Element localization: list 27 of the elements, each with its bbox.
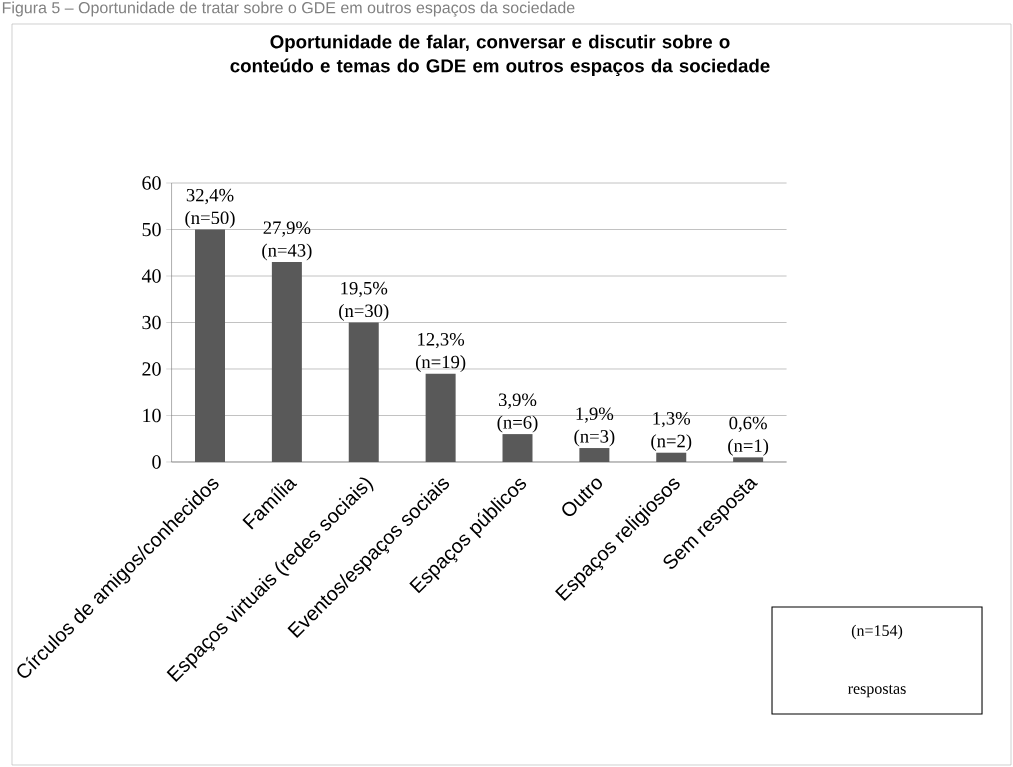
data-label: 12,3% (n=19)	[415, 332, 466, 373]
data-label: 32,4% (n=50)	[185, 188, 235, 228]
y-tick-label: 60	[142, 176, 161, 190]
y-tick-label: 40	[141, 269, 161, 283]
bar	[502, 434, 533, 462]
bar	[425, 373, 456, 462]
bar	[271, 262, 302, 462]
data-label: 1,3% (n=2)	[651, 412, 692, 452]
text: (n=154)	[851, 624, 903, 640]
y-tick-label: 10	[143, 408, 161, 423]
data-label: 0,6% (n=1)	[728, 416, 769, 456]
bar	[656, 452, 687, 462]
data-label: 27,9% (n=43)	[262, 221, 312, 261]
data-label: 19,5% (n=30)	[339, 281, 389, 321]
text: respostas	[848, 684, 906, 698]
data-label: 3,9% (n=6)	[497, 393, 538, 433]
bar	[579, 448, 610, 462]
data-label: 1,9% (n=3)	[574, 407, 615, 447]
chart-title: Oportunidade de falar, conversar e discutir sobre o conteúdo e temas do GDE em outros espaços da sociedade	[230, 34, 770, 77]
y-tick-label: 0	[152, 455, 161, 469]
bar	[733, 457, 764, 462]
bar	[348, 322, 379, 462]
y-tick-label: 20	[142, 362, 161, 376]
bar	[195, 229, 225, 462]
text: Figura 5 – Oportunidade de tratar sobre o GDE em outros espaços da sociedade	[2, 1, 575, 17]
y-tick-label: 30	[142, 315, 161, 330]
y-tick-label: 50	[142, 222, 161, 237]
